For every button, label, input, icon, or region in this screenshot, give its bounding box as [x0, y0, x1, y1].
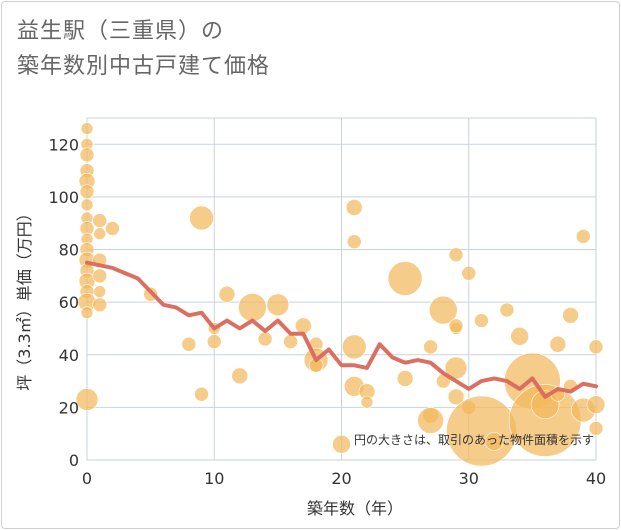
bubble-point — [474, 313, 489, 328]
axis-ticks: 0 20 40 60 80 100 120 0 10 20 30 40 — [48, 135, 606, 488]
bubble-point — [332, 434, 351, 454]
y-tick-label: 0 — [69, 451, 79, 470]
average-line-group — [85, 260, 598, 399]
x-tick-label: 30 — [459, 469, 479, 488]
bubble-point — [396, 370, 414, 387]
bubble-point — [79, 147, 95, 163]
bubble-point — [92, 297, 108, 313]
bubble-point — [499, 302, 515, 318]
y-tick-label: 40 — [59, 346, 79, 365]
y-tick-label: 120 — [48, 135, 79, 154]
bubble-point — [238, 293, 267, 322]
average-price-line — [85, 260, 598, 399]
bubble-point — [218, 285, 236, 303]
bubble-point — [93, 227, 107, 241]
chart-title-line1: 益生駅（三重県）の — [17, 19, 225, 44]
bubble-point — [588, 421, 604, 436]
bubble-point — [80, 198, 94, 212]
x-tick-label: 20 — [331, 469, 351, 488]
bubble-point — [345, 199, 363, 216]
grid-lines — [86, 117, 597, 461]
bubble-point — [93, 285, 107, 298]
bubble-point — [549, 335, 567, 353]
bubble-point — [181, 336, 197, 352]
y-tick-label: 60 — [59, 293, 79, 312]
bubble-point — [194, 386, 209, 402]
bubble-point — [428, 295, 458, 325]
bubble-point — [346, 234, 362, 249]
bubble-point — [510, 327, 529, 346]
bubble-point — [461, 265, 477, 281]
bubble-point — [360, 395, 374, 409]
x-tick-label: 0 — [82, 469, 92, 488]
bubble-point — [588, 339, 604, 355]
bubble-point — [484, 432, 504, 451]
bubble-point — [75, 388, 99, 411]
y-tick-label: 100 — [48, 188, 79, 207]
bubble-point — [575, 229, 591, 244]
bubble-point — [586, 395, 606, 415]
bubble-point — [206, 334, 222, 349]
bubble-point — [92, 213, 108, 228]
x-tick-label: 40 — [586, 469, 606, 488]
bubble-point — [295, 317, 312, 335]
bubble-point — [562, 307, 579, 324]
chart-title: 益生駅（三重県）の 築年数別中古戸建て価格 — [17, 14, 270, 84]
bubble-point — [189, 205, 214, 231]
bubble-point — [341, 334, 367, 360]
bubble-point — [105, 221, 120, 236]
bubble-point — [283, 334, 298, 349]
bubble-point — [448, 318, 464, 334]
y-tick-label: 80 — [59, 241, 79, 260]
chart-title-line2: 築年数別中古戸建て価格 — [17, 54, 271, 79]
bubble-point — [257, 331, 273, 347]
bubble-point — [446, 395, 517, 467]
bubble-point — [79, 184, 95, 199]
bubble-point — [92, 268, 108, 284]
x-axis-label: 築年数（年） — [307, 499, 403, 518]
bubble-point — [387, 261, 423, 296]
bubble-point — [448, 247, 464, 263]
y-axis-label: 坪（3.3㎡）単価（万円） — [15, 205, 34, 390]
bubble-point — [417, 407, 444, 434]
bubble-point — [80, 306, 94, 319]
size-annotation: 円の大きさは、取引のあった物件面積を示す — [354, 432, 594, 447]
y-tick-label: 20 — [59, 398, 79, 417]
bubble-point — [447, 388, 465, 406]
x-tick-label: 10 — [204, 469, 224, 488]
bubble-point — [423, 339, 438, 355]
bubble-point — [266, 293, 290, 317]
bubble-point — [80, 122, 94, 135]
bubble-point — [231, 367, 248, 385]
